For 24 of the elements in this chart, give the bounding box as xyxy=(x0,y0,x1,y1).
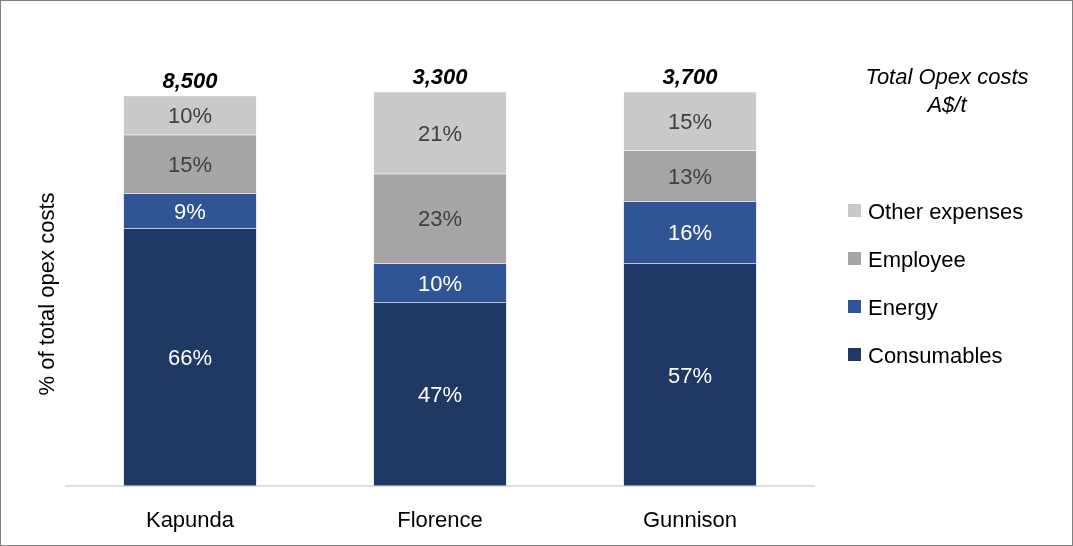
data-label: 16% xyxy=(667,220,713,246)
legend-label: Energy xyxy=(868,294,938,320)
data-label: 66% xyxy=(167,344,213,370)
data-label: 47% xyxy=(417,382,463,408)
data-label: 9% xyxy=(174,198,206,224)
data-label: 15% xyxy=(667,108,713,134)
data-label: 13% xyxy=(667,163,713,189)
data-label: 15% xyxy=(167,151,213,177)
text: 3,700 xyxy=(662,64,719,89)
x-tick-label: Gunnison xyxy=(642,507,738,532)
data-label: 57% xyxy=(667,362,713,388)
annotation: 8,500 xyxy=(162,67,219,93)
legend-label: Other expenses xyxy=(868,198,1024,224)
text: Total Opex costs A$/t xyxy=(865,64,1029,117)
x-tick-label: Kapunda xyxy=(145,507,235,532)
data-label: 10% xyxy=(167,103,213,129)
data-label: 21% xyxy=(417,120,463,146)
text: 3,300 xyxy=(412,64,469,89)
data-label: 23% xyxy=(417,206,463,232)
data-label: 10% xyxy=(417,270,463,296)
x-tick-label: Florence xyxy=(397,507,483,532)
legend-label: Consumables xyxy=(868,342,1003,368)
legend-label: Employee xyxy=(868,246,966,272)
y-axis-title: % of total opex costs xyxy=(34,192,59,396)
